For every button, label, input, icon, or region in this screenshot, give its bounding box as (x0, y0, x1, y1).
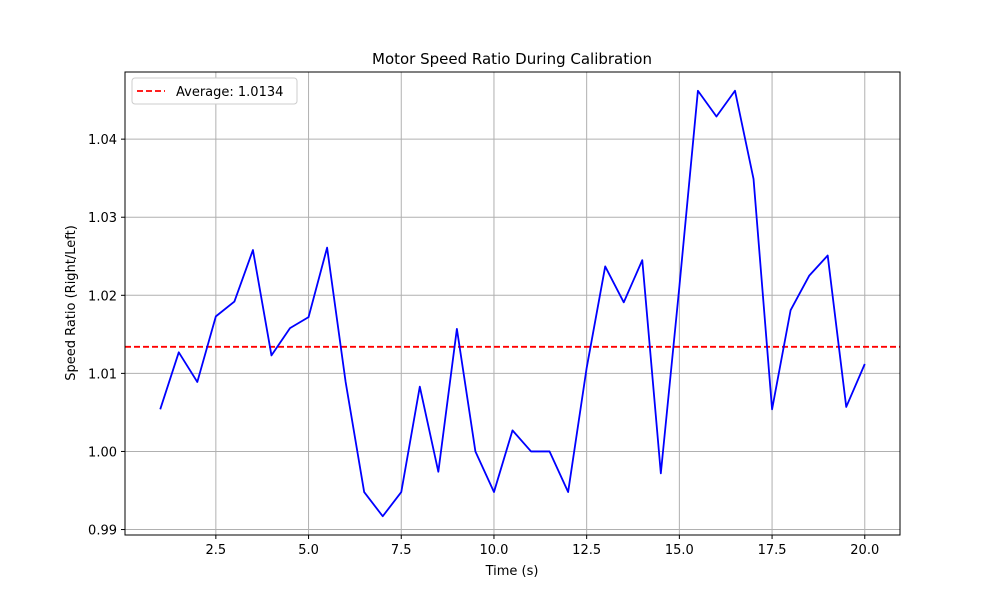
x-tick-label: 20.0 (850, 543, 879, 558)
grid-layer (125, 72, 900, 535)
x-tick-label: 15.0 (665, 543, 694, 558)
y-tick-label: 1.03 (88, 211, 117, 226)
x-tick-label: 7.5 (391, 543, 412, 558)
x-axis-label: Time (s) (485, 564, 539, 579)
legend-average-label: Average: 1.0134 (176, 85, 283, 100)
x-tick-label: 10.0 (479, 543, 508, 558)
y-tick-label: 0.99 (88, 524, 117, 539)
legend-box (131, 77, 298, 105)
ticks-layer: 2.5 5.0 7.5 10.0 12.5 15.0 17.5 20.0 0.99 1.00 1.0… (88, 133, 879, 558)
y-tick-label: 1.04 (88, 133, 117, 148)
x-tick-label: 5.0 (298, 543, 319, 558)
legend: Average: 1.0134 (131, 77, 298, 105)
x-tick-label: 12.5 (572, 543, 601, 558)
y-axis-label: Speed Ratio (Right/Left) (64, 225, 79, 381)
x-tick-label: 17.5 (758, 543, 787, 558)
speed-ratio-series-line (159, 89, 866, 518)
y-tick-label: 1.00 (88, 445, 117, 460)
y-tick-label: 1.02 (88, 289, 117, 304)
x-tick-label: 2.5 (206, 543, 227, 558)
y-tick-label: 1.01 (88, 367, 117, 382)
plot-frame (124, 71, 901, 536)
series-layer (159, 89, 866, 518)
chart-title: Motor Speed Ratio During Calibration (372, 50, 652, 68)
